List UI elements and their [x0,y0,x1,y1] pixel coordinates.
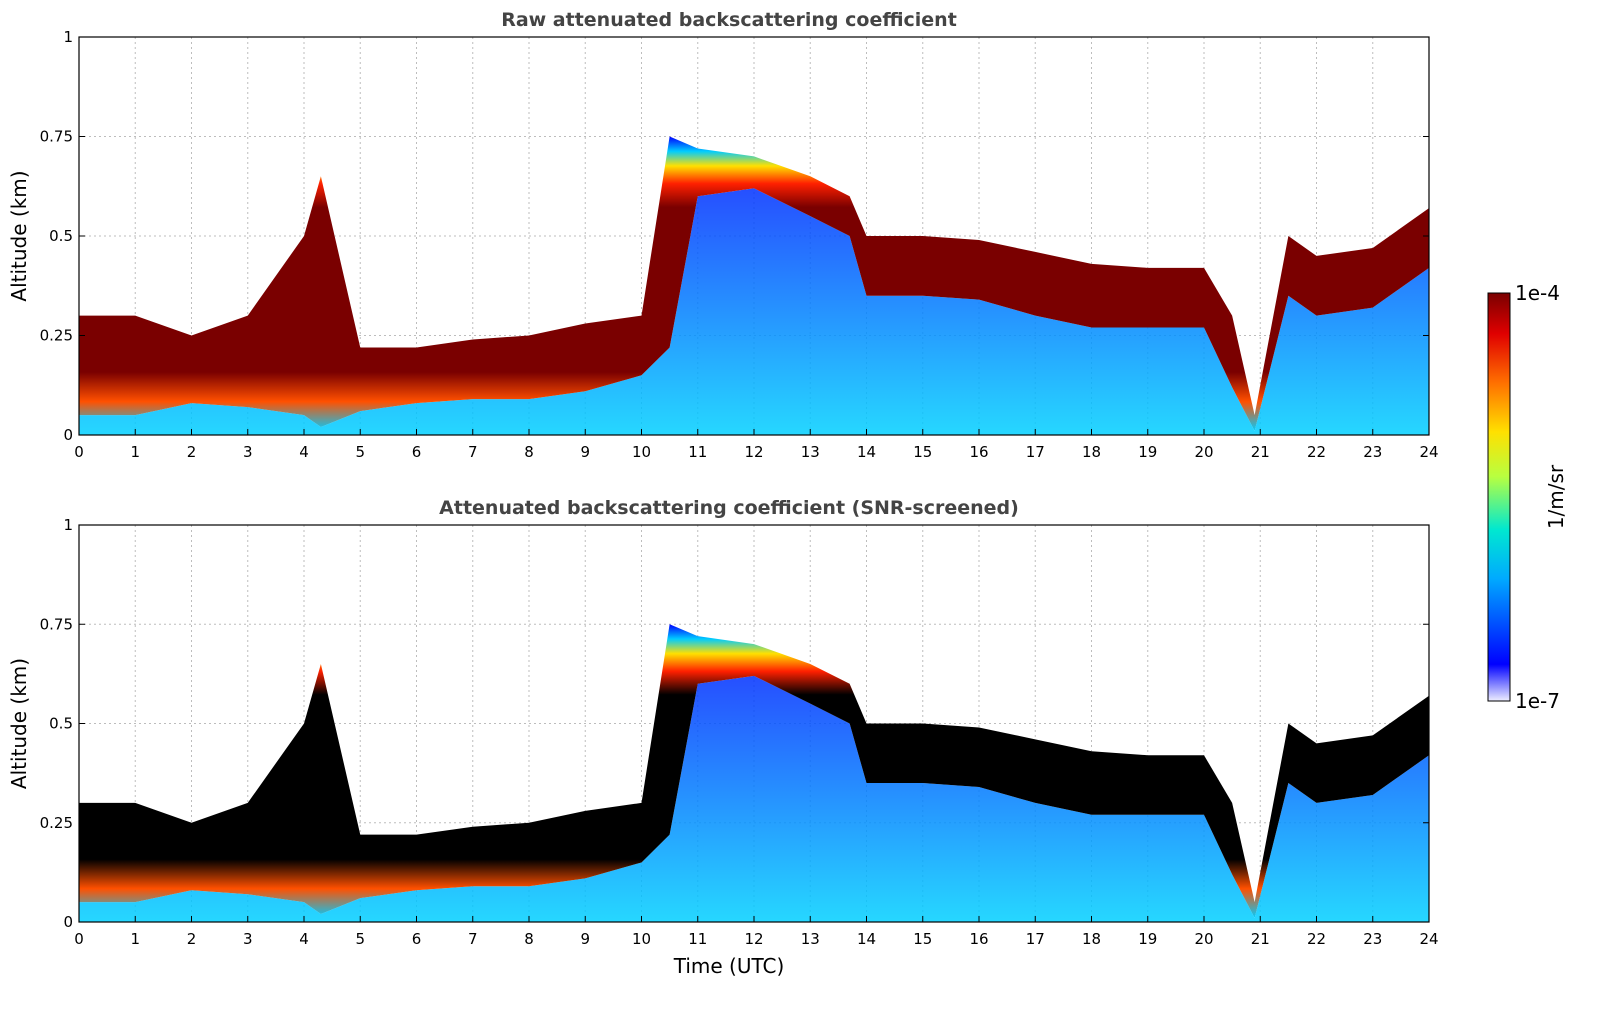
x-tick-label: 19 [1138,930,1157,948]
x-tick-label: 5 [355,443,365,461]
x-tick-label: 16 [969,443,988,461]
x-tick-label: 12 [744,930,763,948]
x-tick-label: 22 [1307,930,1326,948]
x-tick-label: 13 [801,443,820,461]
y-tick-label: 0.5 [49,715,73,733]
x-tick-label: 9 [580,443,590,461]
y-axis-label: Altitude (km) [7,170,31,301]
x-tick-label: 6 [412,930,422,948]
x-tick-label: 0 [74,930,84,948]
colorbar-min-label: 1e-7 [1515,689,1560,713]
x-tick-label: 17 [1026,930,1045,948]
x-tick-label: 15 [913,443,932,461]
x-tick-label: 8 [524,443,534,461]
aerosol-region [79,188,1429,435]
panel-2: 0 1 2 3 4 5 6 7 8 9 10 11 12 13 14 15 16 17 18 19 20 21 22 23 24… [7,497,1439,978]
x-tick-label: 6 [412,443,422,461]
y-tick-label: 0 [63,913,73,931]
x-tick-label: 18 [1082,930,1101,948]
x-tick-label: 17 [1026,443,1045,461]
colorbar: 1e-4 1e-7 1/m/sr [1487,281,1568,713]
y-tick-label: 0.5 [49,227,73,245]
x-tick-label: 11 [688,930,707,948]
colorbar-unit-label: 1/m/sr [1544,464,1568,529]
x-tick-label: 5 [355,930,365,948]
x-tick-label: 19 [1138,443,1157,461]
colorbar-gradient [1487,292,1511,702]
colorbar-max-label: 1e-4 [1515,281,1560,305]
x-tick-label: 21 [1251,930,1270,948]
y-tick-label: 1 [63,28,73,46]
x-tick-label: 2 [187,930,197,948]
x-tick-label: 24 [1419,930,1438,948]
x-tick-label: 14 [857,930,876,948]
x-tick-label: 4 [299,443,309,461]
x-tick-label: 7 [468,930,478,948]
x-tick-label: 2 [187,443,197,461]
x-tick-label: 15 [913,930,932,948]
x-tick-label: 1 [130,930,140,948]
y-axis-label: Altitude (km) [7,658,31,789]
x-tick-label: 14 [857,443,876,461]
panel-1: 0 1 2 3 4 5 6 7 8 9 10 11 12 13 14 15 16 17 18 19 20 21 22 23 24… [7,9,1439,461]
y-tick-label: 1 [63,516,73,534]
x-tick-label: 1 [130,443,140,461]
panel-title: Attenuated backscattering coefficient (S… [439,497,1019,519]
x-tick-label: 9 [580,930,590,948]
x-tick-label: 18 [1082,443,1101,461]
x-tick-label: 10 [632,930,651,948]
x-tick-label: 24 [1419,443,1438,461]
x-tick-label: 16 [969,930,988,948]
x-tick-label: 22 [1307,443,1326,461]
cloud-layer [79,624,1429,919]
x-tick-label: 10 [632,443,651,461]
y-tick-label: 0.25 [40,327,73,345]
x-tick-label: 20 [1194,930,1213,948]
x-tick-label: 8 [524,930,534,948]
y-tick-label: 0.75 [40,615,73,633]
cloud-layer [79,136,1429,432]
x-tick-label: 23 [1363,443,1382,461]
x-tick-label: 4 [299,930,309,948]
y-tick-label: 0 [63,426,73,444]
x-tick-label: 13 [801,930,820,948]
x-tick-label: 3 [243,443,253,461]
x-axis-label: Time (UTC) [673,954,785,978]
x-tick-label: 11 [688,443,707,461]
y-tick-label: 0.75 [40,128,73,146]
x-tick-label: 7 [468,443,478,461]
x-tick-label: 20 [1194,443,1213,461]
x-tick-label: 23 [1363,930,1382,948]
aerosol-region [79,675,1429,922]
x-tick-label: 21 [1251,443,1270,461]
panel-title: Raw attenuated backscattering coefficien… [501,9,957,31]
x-tick-label: 12 [744,443,763,461]
x-tick-label: 3 [243,930,253,948]
x-tick-label: 0 [74,443,84,461]
y-tick-label: 0.25 [40,814,73,832]
